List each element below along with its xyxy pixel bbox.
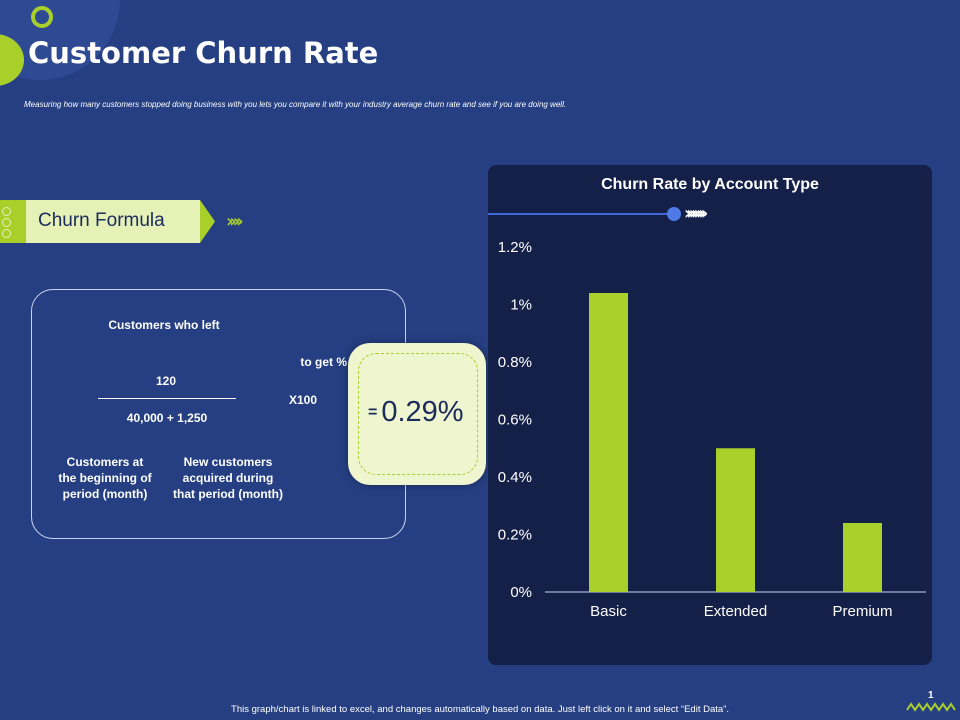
y-tick-label: 0.8% <box>498 354 532 371</box>
x-tick-label: Basic <box>590 603 627 620</box>
y-tick-label: 0.4% <box>498 469 532 486</box>
x-tick-label: Premium <box>832 603 892 620</box>
y-tick-label: 0.6% <box>498 412 532 429</box>
chart-title: Churn Rate by Account Type <box>601 176 819 193</box>
chevrons-icon: ›››››››› <box>684 203 708 224</box>
y-tick-label: 1% <box>510 297 532 314</box>
slide-subtitle: Measuring how many customers stopped doi… <box>24 100 567 109</box>
y-tick-label: 0.2% <box>498 527 532 544</box>
formula-tab-label: Churn Formula <box>38 210 165 231</box>
result-box-inner <box>358 353 478 475</box>
to-get-label: to get % <box>300 355 347 369</box>
footer-note: This graph/chart is linked to excel, and… <box>231 704 729 715</box>
multiplier-value: X100 <box>288 393 318 407</box>
bar-basic[interactable] <box>589 293 628 592</box>
x-tick-label: Extended <box>704 603 767 620</box>
dots-icon <box>2 207 11 240</box>
chevrons-icon: ›››› <box>226 211 244 232</box>
chart-header-dot <box>667 207 681 221</box>
bar-premium[interactable] <box>843 523 882 592</box>
chart-header-line <box>488 213 674 215</box>
slide-title: Customer Churn Rate <box>28 36 379 70</box>
result-value: 0.29% <box>381 396 464 428</box>
new-customers-label: New customers acquired during that perio… <box>173 455 283 501</box>
page-number: 1 <box>928 690 934 701</box>
y-tick-label: 1.2% <box>498 239 532 256</box>
customers-who-left-label: Customers who left <box>108 318 220 332</box>
fraction-line <box>98 398 236 399</box>
result-text: = 0.29% <box>368 396 464 428</box>
formula-tab-inner <box>26 200 200 243</box>
denominator-value: 40,000 + 1,250 <box>126 411 208 425</box>
wave-icon <box>906 702 956 712</box>
numerator-value: 120 <box>155 374 177 388</box>
y-tick-label: 0% <box>510 584 532 601</box>
bar-extended[interactable] <box>716 448 755 592</box>
decorative-ring-icon <box>31 6 53 28</box>
beginning-customers-label: Customers at the beginning of period (mo… <box>58 455 152 501</box>
